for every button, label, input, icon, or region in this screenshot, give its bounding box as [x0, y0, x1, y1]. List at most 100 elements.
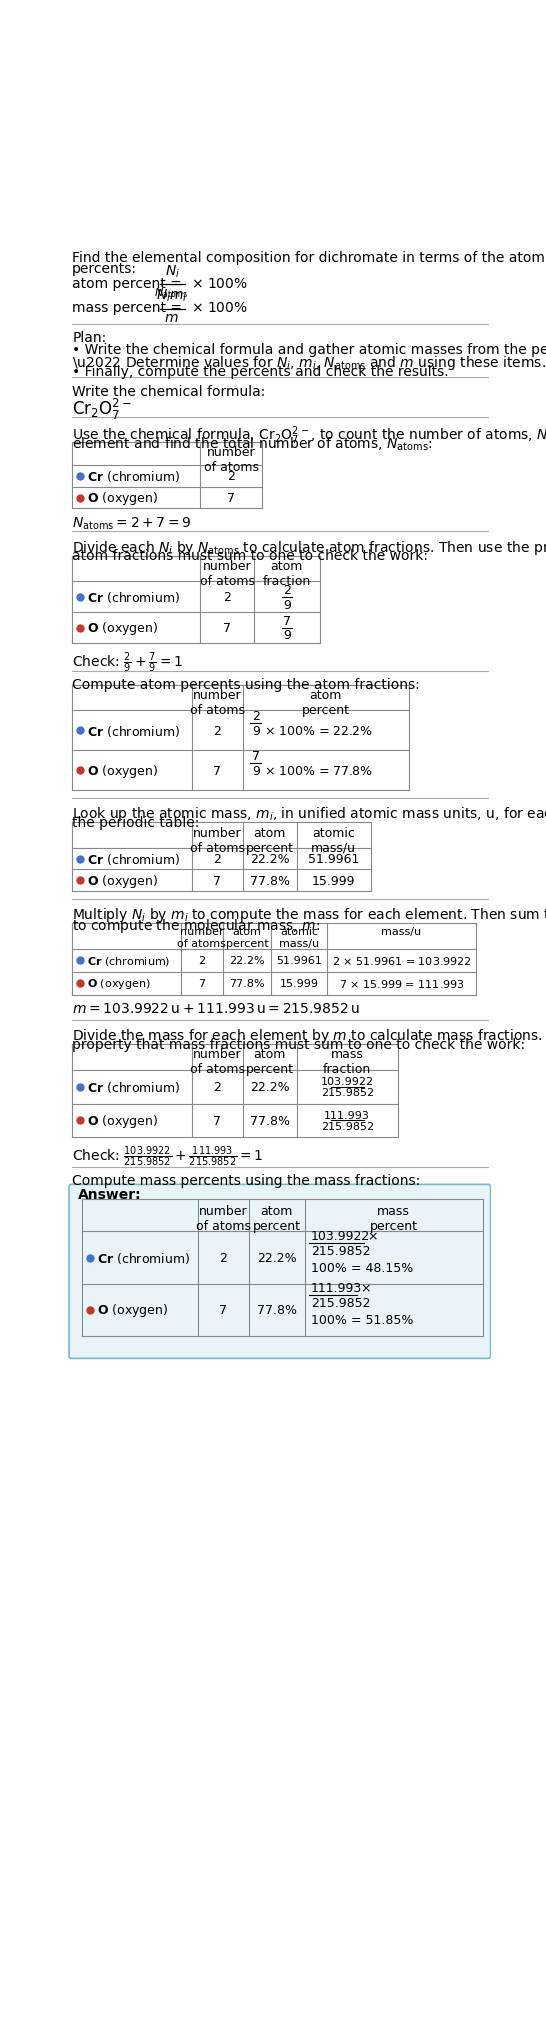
Text: element and find the total number of atoms, $N_\mathrm{atoms}$:: element and find the total number of ato… — [72, 435, 432, 453]
Text: $\mathrm{Cr_2O_7^{2-}}$: $\mathrm{Cr_2O_7^{2-}}$ — [72, 397, 132, 421]
Text: 2: 2 — [213, 724, 221, 736]
Text: atom percent =: atom percent = — [72, 277, 186, 291]
Text: number
of atoms: number of atoms — [196, 1204, 251, 1232]
Text: Use the chemical formula, $\mathrm{Cr_2O_7^{2-}}$, to count the number of atoms,: Use the chemical formula, $\mathrm{Cr_2O… — [72, 425, 546, 447]
Text: $\mathbf{Cr}$ (chromium): $\mathbf{Cr}$ (chromium) — [87, 955, 170, 967]
Text: 7: 7 — [213, 874, 221, 888]
Text: number
of atoms: number of atoms — [189, 1048, 245, 1076]
Text: 7: 7 — [283, 615, 291, 627]
Text: 15.999: 15.999 — [280, 979, 319, 989]
Text: 77.8%: 77.8% — [257, 1303, 296, 1317]
Text: number
of atoms: number of atoms — [189, 688, 245, 716]
Text: atom
percent: atom percent — [226, 927, 269, 949]
Text: 2: 2 — [283, 585, 290, 597]
Text: atom
percent: atom percent — [253, 1204, 301, 1232]
Text: the periodic table:: the periodic table: — [72, 815, 199, 829]
Text: $\times$ 100%: $\times$ 100% — [191, 301, 247, 316]
Text: 22.2%: 22.2% — [250, 1080, 289, 1094]
Text: 7: 7 — [219, 1303, 227, 1317]
Text: 9: 9 — [252, 724, 260, 738]
Text: 2: 2 — [227, 469, 235, 483]
Text: 22.2%: 22.2% — [250, 854, 289, 866]
Text: atom
percent: atom percent — [301, 688, 349, 716]
Text: 7: 7 — [227, 492, 235, 506]
Text: $\times$ 100% = 77.8%: $\times$ 100% = 77.8% — [264, 765, 373, 777]
Text: $m$: $m$ — [164, 310, 179, 324]
Text: \u2022 Determine values for $N_i$, $m_i$, $N_\mathrm{atoms}$ and $m$ using these: \u2022 Determine values for $N_i$, $m_i$… — [72, 354, 546, 372]
Text: Look up the atomic mass, $m_i$, in unified atomic mass units, u, for each elemen: Look up the atomic mass, $m_i$, in unifi… — [72, 805, 546, 823]
Text: $\mathbf{O}$ (oxygen): $\mathbf{O}$ (oxygen) — [87, 977, 151, 991]
Text: to compute the molecular mass, $m$:: to compute the molecular mass, $m$: — [72, 916, 321, 935]
Text: $\times$ 100%: $\times$ 100% — [191, 277, 247, 291]
Text: 51.9961: 51.9961 — [276, 955, 322, 965]
Text: 100% = 51.85%: 100% = 51.85% — [311, 1313, 413, 1327]
Text: atom
fraction: atom fraction — [263, 560, 311, 589]
Text: 215.9852: 215.9852 — [311, 1297, 370, 1309]
Text: atomic
mass/u: atomic mass/u — [279, 927, 319, 949]
Text: $\times$ 100% = 22.2%: $\times$ 100% = 22.2% — [264, 724, 373, 736]
Text: $\mathbf{O}$ (oxygen): $\mathbf{O}$ (oxygen) — [97, 1301, 168, 1319]
Text: • Write the chemical formula and gather atomic masses from the periodic table.: • Write the chemical formula and gather … — [72, 342, 546, 356]
Text: $\mathbf{Cr}$ (chromium): $\mathbf{Cr}$ (chromium) — [87, 852, 180, 866]
Text: Multiply $N_i$ by $m_i$ to compute the mass for each element. Then sum those val: Multiply $N_i$ by $m_i$ to compute the m… — [72, 906, 546, 922]
Text: $\mathbf{Cr}$ (chromium): $\mathbf{Cr}$ (chromium) — [87, 1080, 180, 1094]
Text: $\times$: $\times$ — [360, 1283, 371, 1295]
Text: 2: 2 — [213, 854, 221, 866]
Text: $\mathbf{Cr}$ (chromium): $\mathbf{Cr}$ (chromium) — [97, 1250, 190, 1264]
Text: 7: 7 — [213, 1115, 221, 1127]
FancyBboxPatch shape — [69, 1185, 491, 1359]
Text: 9: 9 — [252, 765, 260, 777]
Text: Divide the mass for each element by $m$ to calculate mass fractions. Then use th: Divide the mass for each element by $m$ … — [72, 1026, 546, 1044]
Text: $\mathbf{O}$ (oxygen): $\mathbf{O}$ (oxygen) — [87, 872, 158, 890]
Text: $\mathbf{Cr}$ (chromium): $\mathbf{Cr}$ (chromium) — [87, 469, 180, 483]
Text: 9: 9 — [283, 599, 290, 611]
Text: 215.9852: 215.9852 — [321, 1088, 374, 1098]
Text: 103.9922: 103.9922 — [321, 1076, 374, 1086]
Text: $N_i$: $N_i$ — [164, 263, 180, 279]
Text: $\mathbf{O}$ (oxygen): $\mathbf{O}$ (oxygen) — [87, 619, 158, 637]
Text: Check: $\frac{2}{9} + \frac{7}{9} = 1$: Check: $\frac{2}{9} + \frac{7}{9} = 1$ — [72, 649, 183, 674]
Text: mass
percent: mass percent — [370, 1204, 418, 1232]
Text: 215.9852: 215.9852 — [311, 1244, 370, 1256]
Text: atom
percent: atom percent — [246, 1048, 294, 1076]
Text: $\times$: $\times$ — [366, 1230, 377, 1242]
Text: Compute atom percents using the atom fractions:: Compute atom percents using the atom fra… — [72, 678, 420, 692]
Text: $\mathbf{O}$ (oxygen): $\mathbf{O}$ (oxygen) — [87, 763, 158, 779]
Text: number
of atoms: number of atoms — [200, 560, 254, 589]
Text: percents:: percents: — [72, 263, 137, 275]
Text: $N_\mathrm{atoms}$: $N_\mathrm{atoms}$ — [154, 285, 188, 299]
Text: • Finally, compute the percents and check the results.: • Finally, compute the percents and chec… — [72, 364, 449, 378]
Text: $\mathbf{Cr}$ (chromium): $\mathbf{Cr}$ (chromium) — [87, 591, 180, 605]
Text: mass/u: mass/u — [382, 927, 422, 937]
Text: atomic
mass/u: atomic mass/u — [311, 825, 356, 854]
Text: 7: 7 — [213, 765, 221, 777]
Text: 2: 2 — [198, 955, 205, 965]
Text: 77.8%: 77.8% — [250, 874, 290, 888]
Text: $\mathbf{O}$ (oxygen): $\mathbf{O}$ (oxygen) — [87, 1113, 158, 1129]
Text: 2: 2 — [219, 1252, 227, 1264]
Text: Find the elemental composition for dichromate in terms of the atom and mass: Find the elemental composition for dichr… — [72, 251, 546, 265]
Text: 2: 2 — [223, 591, 231, 605]
Text: property that mass fractions must sum to one to check the work:: property that mass fractions must sum to… — [72, 1038, 525, 1052]
Text: Check: $\frac{103.9922}{215.9852} + \frac{111.993}{215.9852} = 1$: Check: $\frac{103.9922}{215.9852} + \fra… — [72, 1143, 264, 1169]
Text: 7: 7 — [223, 621, 231, 635]
Text: $m = 103.9922\,\mathrm{u} + 111.993\,\mathrm{u} = 215.9852\,\mathrm{u}$: $m = 103.9922\,\mathrm{u} + 111.993\,\ma… — [72, 1001, 360, 1016]
Text: number
of atoms: number of atoms — [189, 825, 245, 854]
Text: 15.999: 15.999 — [312, 874, 355, 888]
Text: 22.2%: 22.2% — [229, 955, 265, 965]
Text: Write the chemical formula:: Write the chemical formula: — [72, 384, 265, 399]
Text: atom fractions must sum to one to check the work:: atom fractions must sum to one to check … — [72, 548, 428, 562]
Text: 77.8%: 77.8% — [229, 979, 265, 989]
Text: 103.9922: 103.9922 — [311, 1230, 370, 1242]
Text: 2 $\times$ 51.9961 = 103.9922: 2 $\times$ 51.9961 = 103.9922 — [332, 955, 471, 967]
Text: 111.993: 111.993 — [311, 1283, 362, 1295]
Text: Answer:: Answer: — [78, 1188, 141, 1202]
Text: 7 $\times$ 15.999 = 111.993: 7 $\times$ 15.999 = 111.993 — [339, 977, 465, 989]
Text: $N_\mathrm{atoms} = 2 + 7 = 9$: $N_\mathrm{atoms} = 2 + 7 = 9$ — [72, 516, 192, 532]
Text: $\mathbf{Cr}$ (chromium): $\mathbf{Cr}$ (chromium) — [87, 722, 180, 738]
Text: 2: 2 — [252, 710, 260, 722]
Text: 51.9961: 51.9961 — [307, 854, 359, 866]
Text: 100% = 48.15%: 100% = 48.15% — [311, 1260, 413, 1274]
Text: 22.2%: 22.2% — [257, 1252, 296, 1264]
Text: 7: 7 — [252, 751, 260, 763]
